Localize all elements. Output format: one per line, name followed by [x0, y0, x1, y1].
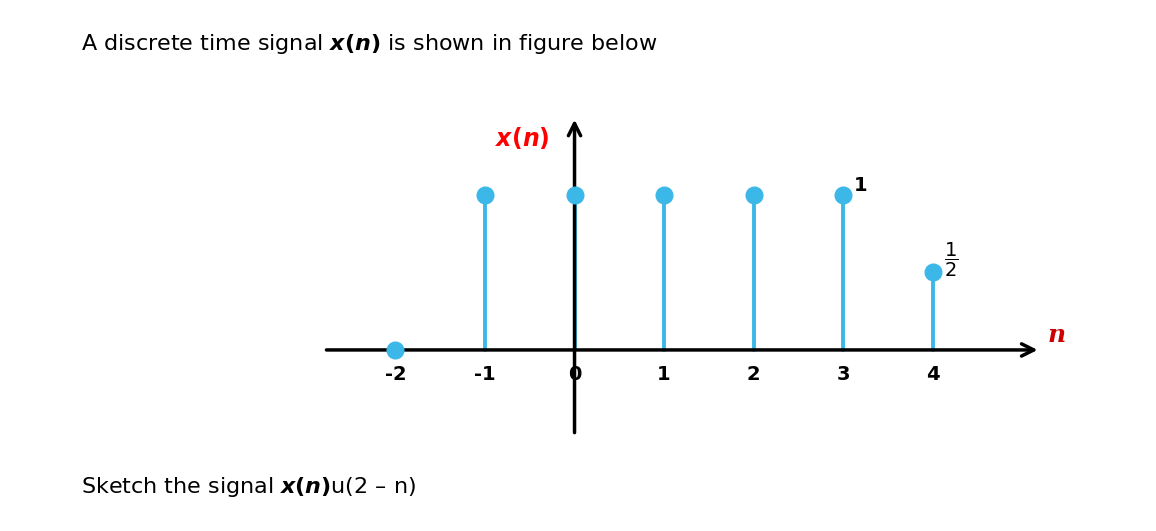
Text: -2: -2: [385, 365, 406, 384]
Text: 1: 1: [854, 176, 868, 194]
Text: A discrete time signal $\boldsymbol{x(n)}$ is shown in figure below: A discrete time signal $\boldsymbol{x(n)…: [81, 32, 658, 56]
Text: 2: 2: [747, 365, 761, 384]
Text: 1: 1: [658, 365, 670, 384]
Text: 0: 0: [568, 365, 581, 384]
Text: 3: 3: [837, 365, 850, 384]
Text: n: n: [1047, 323, 1066, 347]
Text: $\boldsymbol{x(n)}$: $\boldsymbol{x(n)}$: [495, 125, 549, 151]
Text: Sketch the signal $\boldsymbol{x(n)}$$\mathrm{u}$(2 – n): Sketch the signal $\boldsymbol{x(n)}$$\m…: [81, 475, 416, 499]
Text: 4: 4: [926, 365, 940, 384]
Text: -1: -1: [474, 365, 496, 384]
Text: $\dfrac{1}{2}$: $\dfrac{1}{2}$: [943, 241, 958, 279]
